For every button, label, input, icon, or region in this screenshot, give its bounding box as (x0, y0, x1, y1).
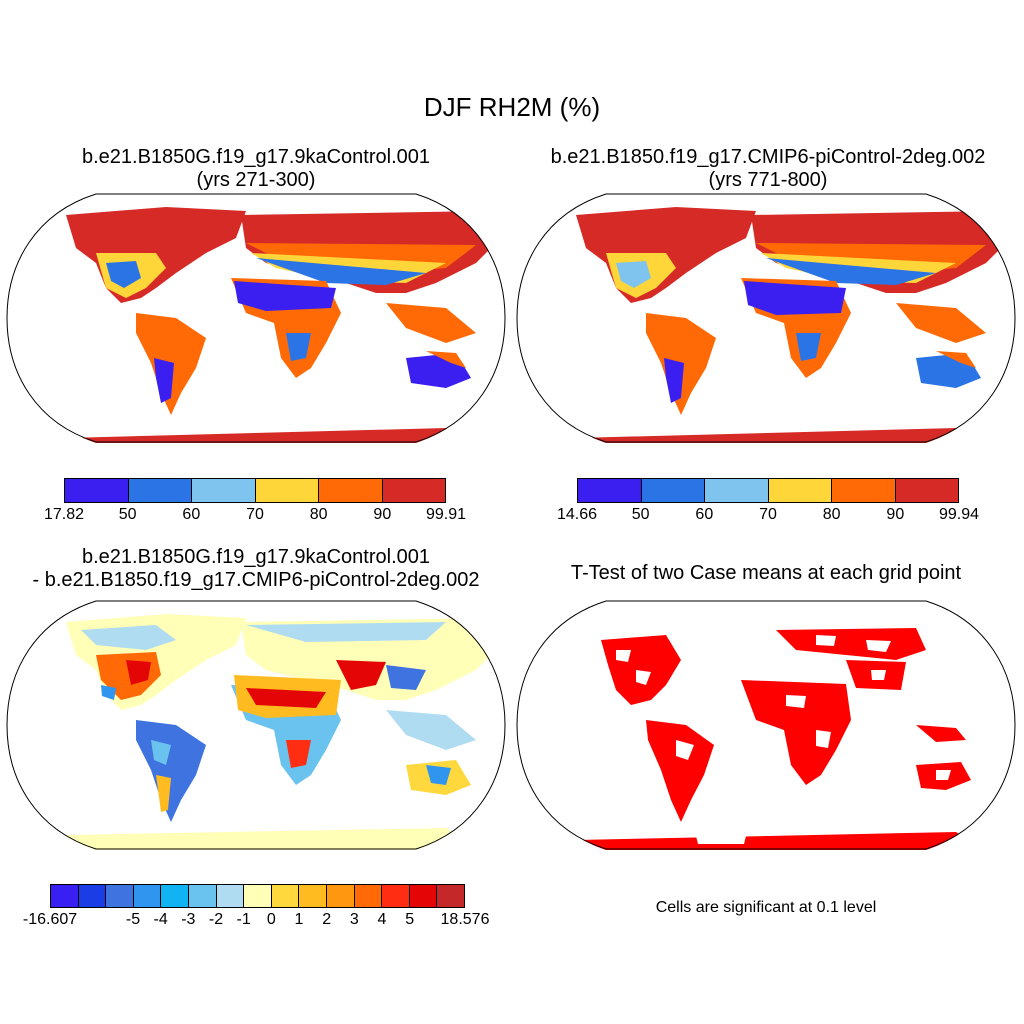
panel2-colorbar-label: 70 (759, 506, 777, 523)
panel1-colorbar-swatch (382, 479, 445, 502)
panel4-map (516, 600, 1016, 850)
panel1-colorbar-label: 17.82 (43, 506, 85, 523)
significant-eurasia (776, 628, 926, 660)
significant-antarctica (536, 832, 996, 850)
land-australia (916, 353, 981, 388)
panel3-colorbar-label: -4 (153, 911, 168, 928)
panel1-colorbar-label: 90 (373, 506, 392, 523)
panel1-colorbar-swatch (65, 479, 129, 502)
panel1-colorbar-swatch (255, 479, 319, 502)
significant-north-america (601, 635, 681, 705)
panel1-colorbar-labels: 17.82 50 60 70 80 90 99.91 (44, 506, 466, 528)
panel3-colorbar-label: -16.607 (22, 911, 78, 928)
panel3-colorbar-label: 18.576 (440, 911, 490, 928)
panel2-colorbar-label: 80 (822, 506, 841, 523)
panel3-colorbar-swatch (133, 885, 162, 907)
land-antarctica (26, 428, 486, 443)
panel3-colorbar-swatch (106, 885, 134, 907)
land-antarctica (26, 828, 486, 850)
panel2-title: b.e21.B1850.f19_g17.CMIP6-piControl-2deg… (512, 146, 1024, 192)
panel2-colorbar-swatch (641, 479, 705, 502)
panel3-colorbar-label: 5 (405, 911, 415, 928)
panel1-map (6, 193, 506, 443)
panel1-colorbar-label: 99.91 (425, 506, 467, 523)
panel2-map (516, 193, 1016, 443)
panel2-colorbar-label: 90 (886, 506, 905, 523)
panel1-colorbar (64, 478, 446, 503)
panel1-title-line1: b.e21.B1850G.f19_g17.9kaControl.001 (81, 146, 431, 168)
panel3-colorbar-swatch (299, 885, 327, 907)
land-south-america (136, 720, 206, 822)
panel3-colorbar-swatch (244, 885, 272, 907)
panel2-colorbar-label: 99.94 (938, 506, 980, 523)
panel1-colorbar-label: 70 (246, 506, 264, 523)
panel3-colorbar-label: -2 (208, 911, 224, 928)
panel3-colorbar-label: -5 (125, 911, 141, 928)
panel3-colorbar-swatch (326, 885, 355, 907)
panel3-colorbar-label: 4 (377, 911, 387, 928)
panel3-colorbar-labels: -16.607 -5 -4 -3 -2 -1 0 1 2 3 4 5 18.57… (23, 911, 490, 933)
panel3-title: b.e21.B1850G.f19_g17.9kaControl.001 - b.… (6, 546, 506, 592)
land-australia (406, 353, 471, 388)
significant-africa (741, 680, 851, 785)
panel2-colorbar-labels: 14.66 50 60 70 80 90 99.94 (557, 506, 979, 528)
panel2-title-line2: (yrs 771-800) (708, 169, 828, 191)
panel3-colorbar-swatch (188, 885, 217, 907)
panel3-colorbar-label: 2 (322, 911, 332, 928)
panel2-colorbar-label: 60 (695, 506, 714, 523)
panel2-colorbar-swatch (705, 479, 769, 502)
panel3-map (6, 600, 506, 850)
panel1-colorbar-swatch (319, 479, 383, 502)
panel1-title: b.e21.B1850G.f19_g17.9kaControl.001 (yrs… (6, 146, 506, 192)
significant-south-america (646, 720, 714, 822)
panel3-colorbar-swatch (161, 885, 189, 907)
panel3-colorbar-swatch (437, 885, 464, 907)
panel3-colorbar-swatch (271, 885, 300, 907)
panel1-colorbar-label: 80 (309, 506, 328, 523)
land-antarctica (536, 428, 996, 443)
panel2-colorbar (577, 478, 959, 503)
panel3-colorbar-label: -3 (181, 911, 196, 928)
panel2-colorbar-label: 50 (631, 506, 650, 523)
panel3-colorbar-swatch (51, 885, 79, 907)
panel2-colorbar-swatch (832, 479, 896, 502)
panel4-title: T-Test of two Case means at each grid po… (570, 562, 962, 584)
panel2-colorbar-label: 14.66 (556, 506, 598, 523)
panel2-colorbar-swatch (895, 479, 958, 502)
panel1-colorbar-swatch (128, 479, 192, 502)
panel3-colorbar-label: 3 (349, 911, 359, 928)
panel2-title-line1: b.e21.B1850.f19_g17.CMIP6-piControl-2deg… (550, 146, 986, 168)
panel3-colorbar-swatch (216, 885, 245, 907)
panel3-title-line2: - b.e21.B1850.f19_g17.CMIP6-piControl-2d… (32, 569, 480, 591)
panel1-colorbar-label: 60 (182, 506, 201, 523)
panel3-colorbar-swatch (409, 885, 438, 907)
panel1-colorbar-label: 50 (118, 506, 137, 523)
panel3-colorbar-label: -1 (236, 911, 251, 928)
panel3-colorbar-label: 1 (294, 911, 304, 928)
panel3-colorbar-swatch (78, 885, 107, 907)
panel2-colorbar-swatch (768, 479, 832, 502)
figure-title: DJF RH2M (%) (423, 92, 601, 122)
panel2-colorbar-swatch (578, 479, 642, 502)
panel1-colorbar-swatch (192, 479, 256, 502)
panel3-colorbar-swatch (382, 885, 410, 907)
panel1-title-line2: (yrs 271-300) (196, 169, 316, 191)
panel3-colorbar (50, 884, 465, 908)
panel3-colorbar-swatch (354, 885, 383, 907)
panel3-title-line1: b.e21.B1850G.f19_g17.9kaControl.001 (81, 546, 431, 568)
significance-note: Cells are significant at 0.1 level (655, 899, 877, 916)
panel3-colorbar-label: 0 (266, 911, 276, 928)
